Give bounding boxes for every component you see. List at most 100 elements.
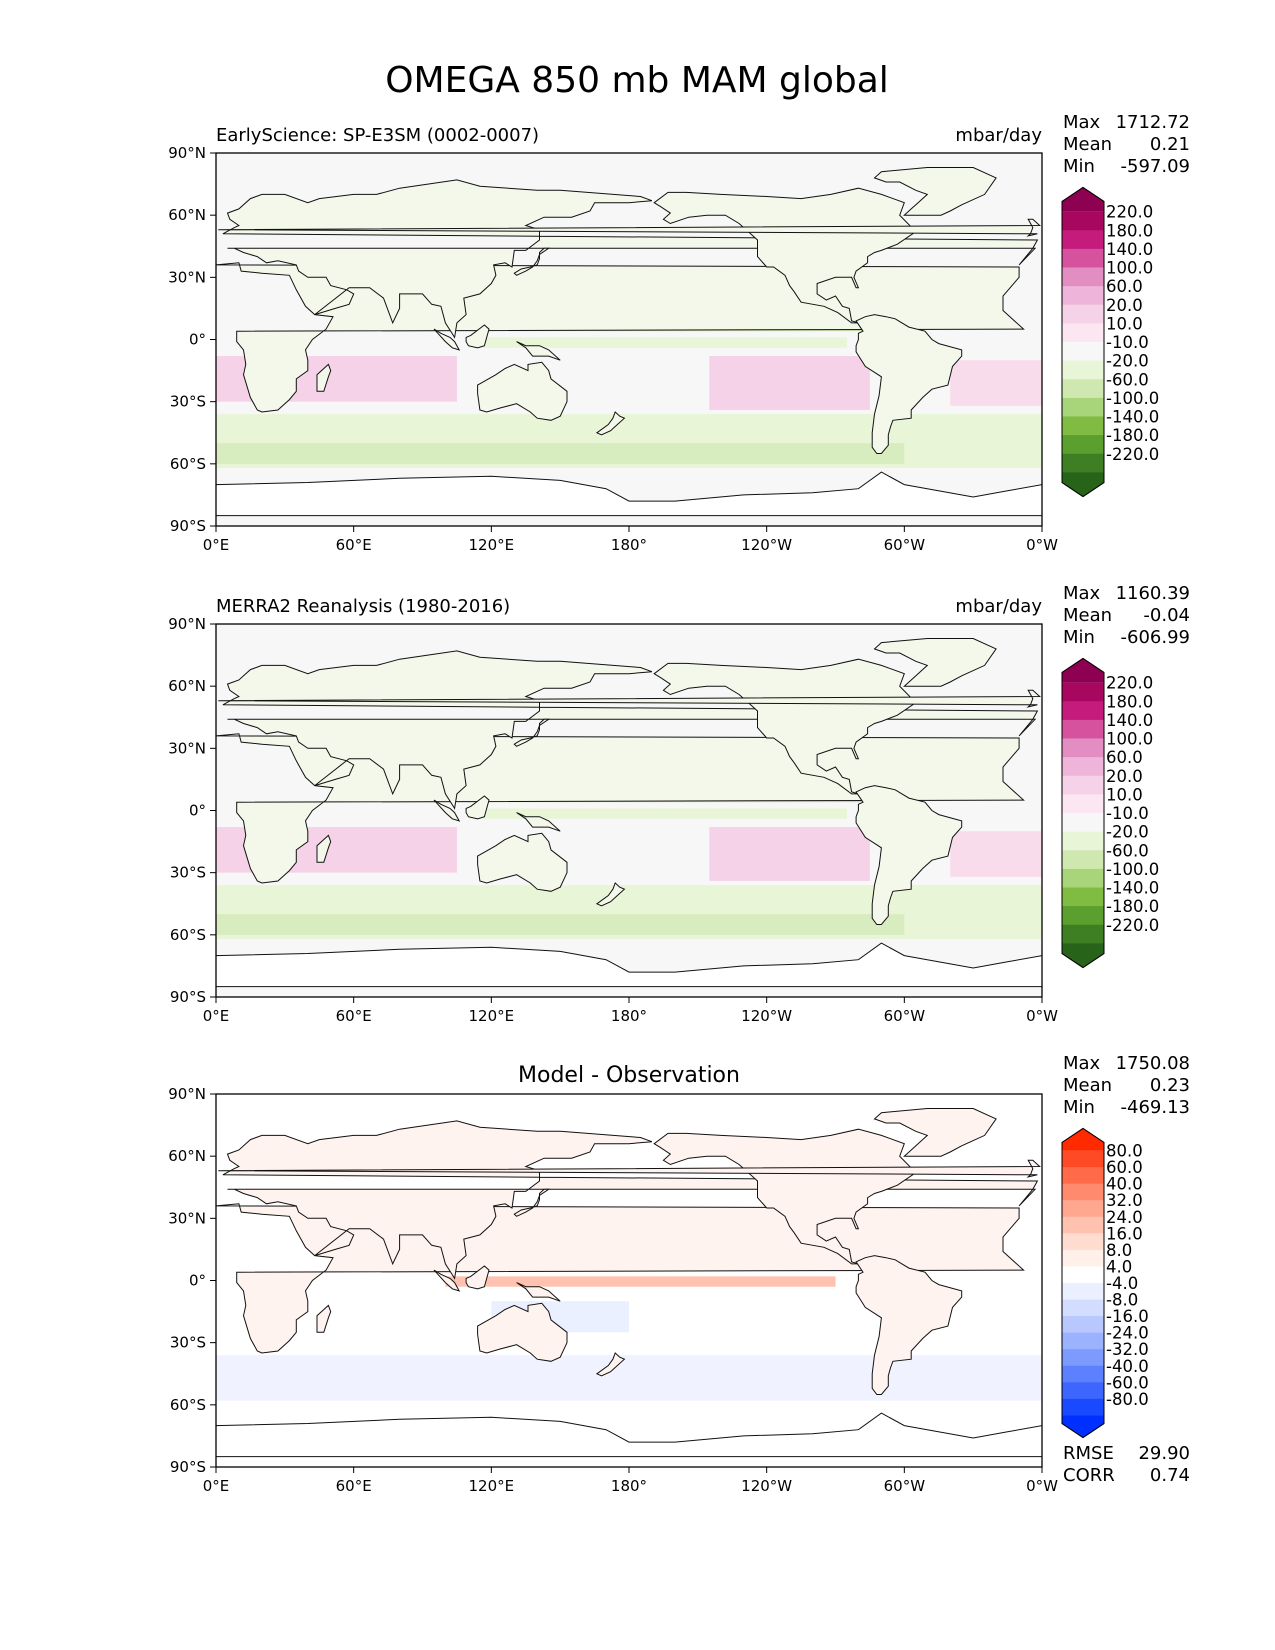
y-tick-label: 90°S [170, 1458, 206, 1476]
colorbar-swatch [1062, 416, 1104, 436]
colorbar-swatch [1062, 379, 1104, 399]
colorbar-swatch [1062, 906, 1104, 926]
colorbar-swatch [1062, 187, 1104, 212]
colorbar-label: 100.0 [1106, 259, 1153, 278]
colorbar-label: -32.0 [1106, 1340, 1149, 1359]
land-outline [653, 187, 917, 324]
field-band [445, 1276, 836, 1287]
colorbar-label: 4.0 [1106, 1257, 1132, 1276]
stat-value: -597.09 [1121, 156, 1190, 177]
land-outline [477, 1302, 568, 1362]
colorbar-swatch [1062, 1365, 1104, 1383]
x-tick-label: 0°W [1026, 536, 1058, 554]
land-outline [516, 341, 561, 361]
colorbar-label: -180.0 [1106, 426, 1159, 445]
map-panel-3: Model - Observation 90°N 60°N 30°N 0° 30°S 60°… [168, 1053, 1190, 1495]
colorbar-label: 8.0 [1106, 1241, 1132, 1260]
colorbar-swatch [1062, 1415, 1104, 1438]
colorbar-swatch [1062, 701, 1104, 721]
stat-value: 0.23 [1150, 1075, 1190, 1096]
land-outline [316, 834, 332, 863]
stat-label: Mean [1063, 134, 1112, 155]
land-outline [433, 799, 461, 822]
colorbar: 80.060.040.032.024.016.08.04.0-4.0-8.0-1… [1061, 1127, 1149, 1439]
x-tick-label: 120°E [469, 536, 515, 554]
colorbar-swatch [1062, 1233, 1104, 1251]
colorbar-label: -40.0 [1106, 1357, 1149, 1376]
land-outline [216, 942, 1042, 988]
y-tick-label: 30°N [168, 268, 206, 286]
map-panel-2: MERRA2 Reanalysis (1980-2016) mbar/day 90°… [168, 583, 1190, 1025]
colorbar-swatch [1062, 472, 1104, 497]
stat-value: 1160.39 [1116, 583, 1190, 604]
colorbar-swatch [1062, 304, 1104, 324]
panel-left-title: EarlyScience: SP-E3SM (0002-0007) [216, 125, 539, 146]
land-outline [653, 658, 917, 795]
colorbar-swatch [1062, 1283, 1104, 1301]
colorbar-label: 140.0 [1106, 240, 1153, 259]
colorbar-swatch [1062, 682, 1104, 702]
panel-units: mbar/day [955, 596, 1042, 617]
map-field [216, 624, 1042, 997]
land-outline [513, 718, 551, 747]
colorbar-label: -180.0 [1106, 897, 1159, 916]
figure-title: OMEGA 850 mb MAM global [385, 60, 889, 101]
colorbar-swatch [1062, 658, 1104, 683]
colorbar-swatch [1062, 230, 1104, 250]
land-outline [595, 882, 626, 907]
land-outline [516, 812, 561, 832]
colorbar-outline [1061, 1127, 1105, 1439]
field-band [709, 827, 870, 881]
colorbar-label: 10.0 [1106, 785, 1143, 804]
x-tick-label: 0°E [203, 1477, 230, 1495]
y-tick-label: 0° [189, 802, 206, 820]
x-tick-label: 60°E [336, 1007, 372, 1025]
colorbar-swatch [1062, 248, 1104, 268]
colorbar-label: -4.0 [1106, 1274, 1138, 1293]
land-outline [216, 1412, 1042, 1458]
colorbar-label: -100.0 [1106, 860, 1159, 879]
panel-left-title: MERRA2 Reanalysis (1980-2016) [216, 596, 510, 617]
land-outline [595, 411, 626, 436]
land-outline [855, 314, 963, 454]
land-outline [516, 1282, 561, 1302]
colorbar-label: -10.0 [1106, 333, 1149, 352]
colorbar-swatch [1062, 813, 1104, 833]
x-tick-label: 60°E [336, 1477, 372, 1495]
colorbar-label: 180.0 [1106, 221, 1153, 240]
colorbar-swatch [1062, 943, 1104, 968]
land-outline [855, 1255, 963, 1395]
colorbar-label: -220.0 [1106, 916, 1159, 935]
stat-value: 1712.72 [1116, 112, 1190, 133]
colorbar: 220.0180.0140.0100.060.020.010.0-10.0-20… [1061, 657, 1159, 969]
y-tick-label: 0° [189, 331, 206, 349]
field-band [216, 914, 905, 935]
colorbar-label: 100.0 [1106, 730, 1153, 749]
x-tick-label: 180° [611, 536, 647, 554]
land-outline [222, 1120, 1039, 1280]
colorbar-swatch [1062, 831, 1104, 851]
colorbar-swatch [1062, 757, 1104, 777]
land-outline [873, 638, 997, 687]
stat-label: Max [1063, 112, 1101, 133]
y-tick-label: 30°S [170, 864, 206, 882]
colorbar-label: 220.0 [1106, 203, 1153, 222]
colorbar-swatch [1062, 435, 1104, 455]
map-field [216, 1094, 1042, 1467]
x-tick-label: 120°E [469, 1477, 515, 1495]
colorbar-swatch [1062, 1299, 1104, 1317]
y-tick-label: 30°S [170, 393, 206, 411]
land-outline [465, 795, 490, 820]
colorbar-label: -24.0 [1106, 1324, 1149, 1343]
colorbar-label: -80.0 [1106, 1390, 1149, 1409]
colorbar-swatch [1062, 211, 1104, 231]
x-tick-label: 60°W [884, 1007, 926, 1025]
field-band [950, 831, 1042, 877]
colorbar-label: -60.0 [1106, 1373, 1149, 1392]
stat-value: -606.99 [1121, 627, 1190, 648]
colorbar-swatch [1062, 738, 1104, 758]
land-outline [477, 832, 568, 892]
land-outline [873, 1108, 997, 1157]
colorbar-outline [1061, 186, 1105, 498]
